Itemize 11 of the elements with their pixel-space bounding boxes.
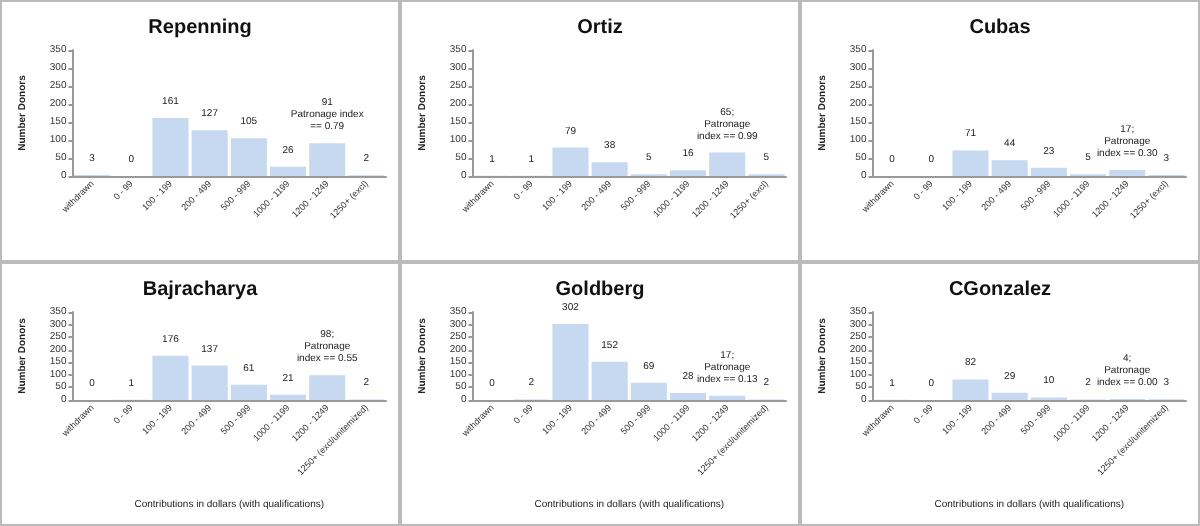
chart-title: Cubas [969,17,1032,39]
chart-title: Goldberg [555,279,645,301]
chart-title: Bajracharya [142,279,259,301]
bar [952,379,989,400]
bar [152,118,189,176]
chart-title: Ortiz [577,17,623,39]
chart-title: Repenning [148,17,252,39]
bar [552,147,589,176]
chart-title: CGonzalez [948,279,1052,301]
bar [152,355,189,400]
bar [952,150,989,176]
